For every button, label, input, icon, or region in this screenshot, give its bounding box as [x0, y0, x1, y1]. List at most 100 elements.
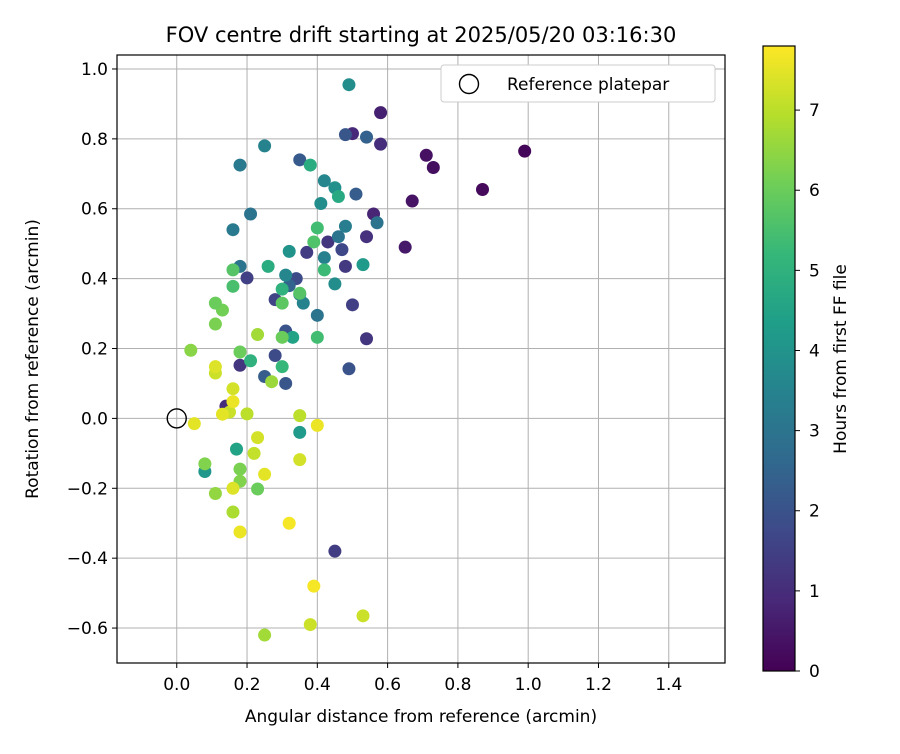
y-tick-label: −0.4: [67, 549, 108, 569]
colorbar: 0 1 2 3 4 5 6 7 Hours from first FF file: [762, 45, 851, 682]
x-tick-label: 1.0: [515, 675, 542, 695]
data-point: [293, 286, 307, 300]
grid-lines: [117, 55, 725, 663]
data-point: [293, 425, 307, 439]
data-point: [258, 467, 272, 481]
data-point: [314, 197, 328, 211]
data-point: [233, 525, 247, 539]
data-point: [374, 137, 388, 151]
data-point: [349, 187, 363, 201]
data-point: [307, 579, 321, 593]
y-tick-label: 1.0: [81, 60, 108, 80]
data-point: [275, 360, 289, 374]
legend-box: [440, 64, 716, 103]
data-point: [279, 376, 293, 390]
x-tick-label: 0.6: [374, 675, 401, 695]
x-axis-ticks: 0.0 0.2 0.4 0.6 0.8 1.0 1.2 1.4: [163, 663, 682, 695]
x-tick-label: 0.2: [234, 675, 261, 695]
data-point: [226, 279, 240, 293]
data-point: [198, 457, 212, 471]
data-point: [300, 245, 314, 259]
data-point: [184, 343, 198, 357]
y-tick-label: 0.2: [81, 340, 108, 360]
data-point: [342, 78, 356, 92]
x-tick-label: 1.2: [585, 675, 612, 695]
legend: Reference platepar: [440, 64, 716, 103]
data-point: [268, 349, 282, 363]
legend-marker: [458, 73, 480, 95]
data-point: [226, 263, 240, 277]
x-tick-label: 0.8: [444, 675, 471, 695]
data-point: [328, 544, 342, 558]
data-point: [293, 153, 307, 167]
y-tick-label: −0.6: [67, 619, 108, 639]
data-point: [229, 442, 243, 456]
data-point: [261, 259, 275, 273]
data-point: [226, 395, 240, 409]
y-tick-label: 0.8: [81, 130, 108, 150]
data-point: [233, 358, 247, 372]
data-point: [518, 144, 532, 158]
data-point: [296, 296, 310, 310]
data-point: [317, 174, 331, 188]
data-point: [331, 190, 345, 204]
data-point: [338, 259, 352, 273]
data-point: [240, 271, 254, 285]
y-tick-label: 0.4: [81, 270, 108, 290]
data-point: [321, 235, 335, 249]
colorbar-label: Hours from first FF file: [831, 264, 851, 454]
data-point: [356, 609, 370, 623]
data-point: [335, 243, 349, 257]
data-point: [258, 139, 272, 153]
data-point: [293, 409, 307, 423]
data-point: [310, 330, 324, 344]
data-point: [356, 258, 370, 272]
data-point: [233, 462, 247, 476]
x-tick-label: 0.4: [304, 675, 331, 695]
colorbar-tick-label: 4: [809, 341, 820, 361]
data-point: [426, 161, 440, 175]
data-point: [251, 482, 265, 496]
data-point: [328, 277, 342, 291]
y-axis-ticks: −0.6 −0.4 −0.2 0.0 0.2 0.4 0.6 0.8 1.0: [67, 60, 117, 639]
y-tick-label: 0.0: [81, 409, 108, 429]
data-point: [317, 251, 331, 265]
data-point: [317, 263, 331, 277]
data-point: [342, 362, 356, 376]
x-axis-label: Angular distance from reference (arcmin): [245, 707, 597, 727]
plot-frame: [116, 54, 726, 664]
reference-marker-group: [166, 408, 187, 429]
data-point: [244, 354, 258, 368]
data-point: [310, 308, 324, 322]
data-point: [247, 446, 261, 460]
data-point: [345, 298, 359, 312]
data-point: [244, 207, 258, 221]
data-point: [187, 417, 201, 431]
data-point: [370, 216, 384, 230]
data-point: [275, 330, 289, 344]
data-point: [208, 296, 222, 310]
data-point: [307, 235, 321, 249]
colorbar-tick-label: 6: [809, 181, 820, 201]
reference-marker: [166, 408, 187, 429]
data-point: [251, 431, 265, 445]
colorbar-tick-label: 5: [809, 261, 820, 281]
y-tick-label: 0.6: [81, 200, 108, 220]
data-point: [282, 244, 296, 258]
colorbar-gradient: [762, 45, 796, 672]
data-point: [374, 106, 388, 120]
y-tick-label: −0.2: [67, 479, 108, 499]
colorbar-tick-label: 0: [809, 662, 820, 682]
data-point: [258, 628, 272, 642]
data-point: [282, 516, 296, 530]
data-point: [240, 407, 254, 421]
data-points: [184, 78, 532, 642]
x-tick-label: 1.4: [655, 675, 682, 695]
data-point: [303, 158, 317, 172]
data-point: [405, 194, 419, 208]
data-point: [215, 407, 229, 421]
data-point: [476, 183, 490, 197]
data-point: [303, 618, 317, 632]
data-point: [338, 219, 352, 233]
colorbar-tick-label: 7: [809, 101, 820, 121]
